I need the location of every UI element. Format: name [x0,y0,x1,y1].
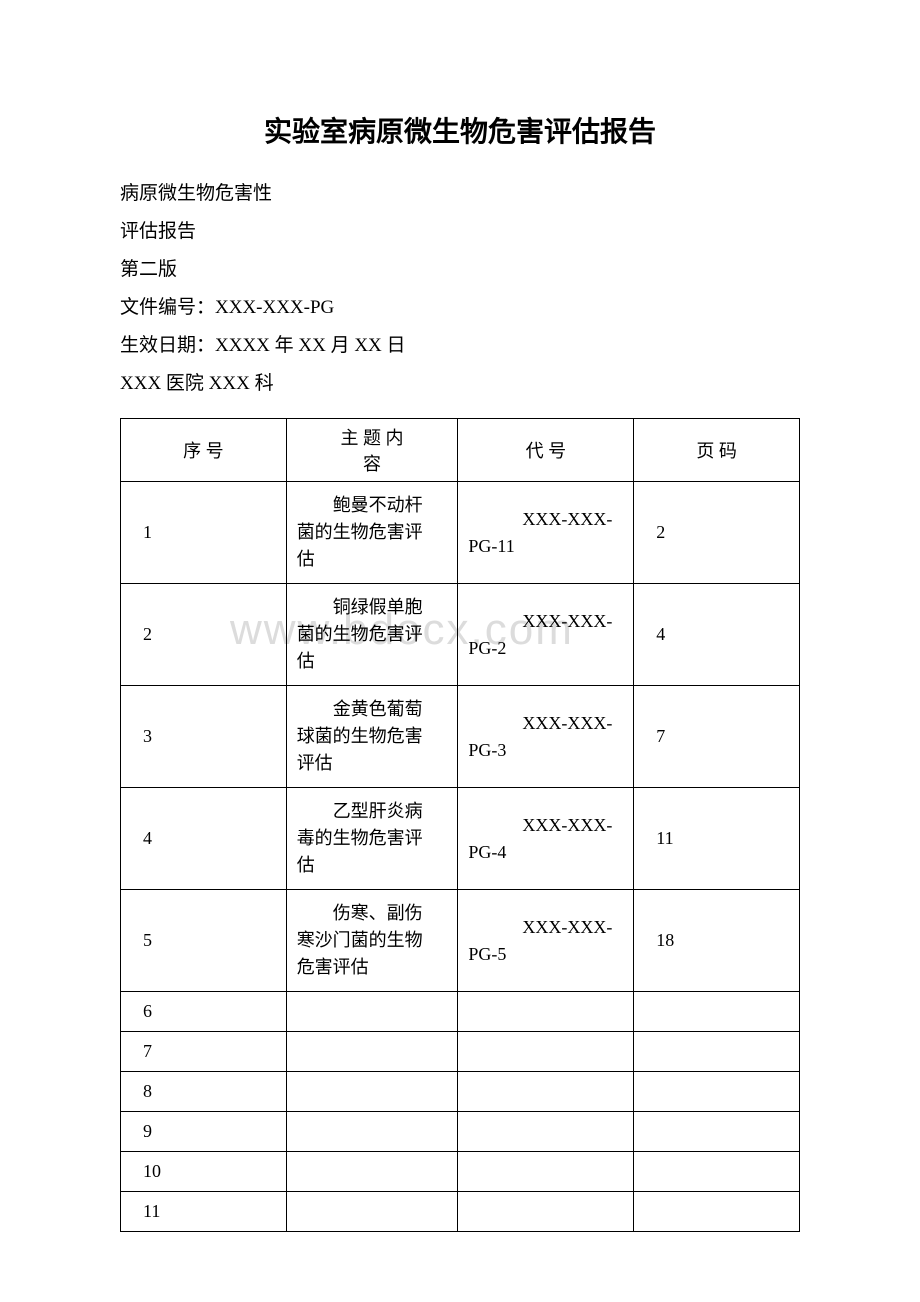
table-row: 4 乙型肝炎病 毒的生物危害评 估 XXX-XXX- PG-4 11 [121,788,800,890]
subject-cell [286,1192,458,1232]
meta-line-2: 评估报告 [120,213,800,251]
code-cell: XXX-XXX- PG-2 [458,584,634,686]
seq-cell: 3 [121,686,287,788]
meta-line-1: 病原微生物危害性 [120,175,800,213]
page-cell: 2 [634,482,800,584]
seq-cell: 1 [121,482,287,584]
header-page: 页 码 [634,419,800,482]
meta-section: 病原微生物危害性 评估报告 第二版 文件编号：XXX-XXX-PG 生效日期：X… [120,175,800,403]
seq-cell: 4 [121,788,287,890]
seq-cell: 6 [121,992,287,1032]
subject-cell: 乙型肝炎病 毒的生物危害评 估 [286,788,458,890]
table-row: 2 铜绿假单胞 菌的生物危害评 估 XXX-XXX- PG-2 4 [121,584,800,686]
page-cell: 11 [634,788,800,890]
meta-line-5: 生效日期：XXXX 年 XX 月 XX 日 [120,327,800,365]
page-cell [634,1032,800,1072]
code-cell: XXX-XXX- PG-11 [458,482,634,584]
table-row: 10 [121,1152,800,1192]
page-cell [634,1072,800,1112]
seq-cell: 9 [121,1112,287,1152]
code-cell: XXX-XXX- PG-4 [458,788,634,890]
page-cell: 7 [634,686,800,788]
meta-line-4: 文件编号：XXX-XXX-PG [120,289,800,327]
table-row: 8 [121,1072,800,1112]
page-cell [634,1152,800,1192]
table-row: 9 [121,1112,800,1152]
table-row: 3 金黄色葡萄 球菌的生物危害 评估 XXX-XXX- PG-3 7 [121,686,800,788]
meta-line-3: 第二版 [120,251,800,289]
seq-cell: 8 [121,1072,287,1112]
table-row: 6 [121,992,800,1032]
document-title: 实验室病原微生物危害评估报告 [120,110,800,150]
subject-cell: 鲍曼不动杆 菌的生物危害评 估 [286,482,458,584]
page-cell: 4 [634,584,800,686]
meta-line-6: XXX 医院 XXX 科 [120,365,800,403]
table-header-row: 序 号 主 题 内 容 代 号 页 码 [121,419,800,482]
page-cell [634,992,800,1032]
page-cell [634,1112,800,1152]
code-cell [458,1192,634,1232]
table-row: 1 鲍曼不动杆 菌的生物危害评 估 XXX-XXX- PG-11 2 [121,482,800,584]
table-row: 5 伤寒、副伤 寒沙门菌的生物 危害评估 XXX-XXX- PG-5 18 [121,890,800,992]
table-row: 7 [121,1032,800,1072]
page-cell [634,1192,800,1232]
code-cell [458,1072,634,1112]
code-cell [458,1032,634,1072]
subject-cell: 金黄色葡萄 球菌的生物危害 评估 [286,686,458,788]
page-cell: 18 [634,890,800,992]
seq-cell: 7 [121,1032,287,1072]
code-cell [458,1152,634,1192]
seq-cell: 10 [121,1152,287,1192]
subject-cell [286,992,458,1032]
header-seq: 序 号 [121,419,287,482]
seq-cell: 5 [121,890,287,992]
content-table: 序 号 主 题 内 容 代 号 页 码 1 鲍曼不动杆 菌的生物危害评 估 XX… [120,418,800,1232]
header-code: 代 号 [458,419,634,482]
seq-cell: 2 [121,584,287,686]
subject-cell [286,1072,458,1112]
table-row: 11 [121,1192,800,1232]
subject-cell [286,1152,458,1192]
subject-cell: 伤寒、副伤 寒沙门菌的生物 危害评估 [286,890,458,992]
code-cell: XXX-XXX- PG-5 [458,890,634,992]
code-cell [458,1112,634,1152]
header-subject: 主 题 内 容 [286,419,458,482]
subject-cell: 铜绿假单胞 菌的生物危害评 估 [286,584,458,686]
code-cell: XXX-XXX- PG-3 [458,686,634,788]
code-cell [458,992,634,1032]
seq-cell: 11 [121,1192,287,1232]
subject-cell [286,1112,458,1152]
subject-cell [286,1032,458,1072]
